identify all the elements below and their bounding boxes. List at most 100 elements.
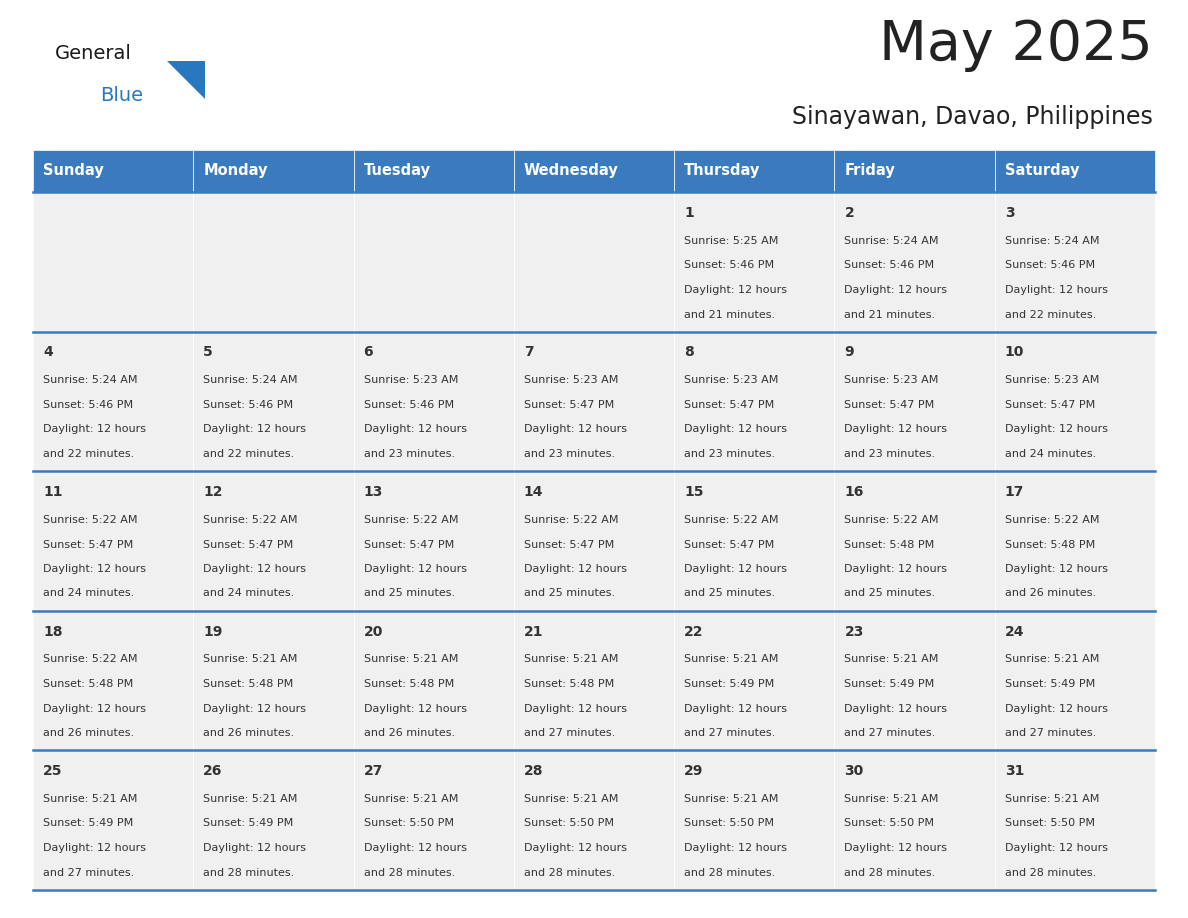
Text: Daylight: 12 hours: Daylight: 12 hours (845, 285, 947, 295)
Text: Daylight: 12 hours: Daylight: 12 hours (684, 424, 788, 434)
Text: and 25 minutes.: and 25 minutes. (845, 588, 936, 599)
Bar (834, 610, 994, 750)
Bar (834, 150, 994, 192)
Text: 23: 23 (845, 624, 864, 639)
Bar (994, 192, 1155, 331)
Text: 27: 27 (364, 764, 383, 778)
Text: Sunset: 5:46 PM: Sunset: 5:46 PM (43, 400, 133, 410)
Bar (834, 331, 994, 471)
Text: Sunset: 5:46 PM: Sunset: 5:46 PM (364, 400, 454, 410)
Text: Sunrise: 5:21 AM: Sunrise: 5:21 AM (1005, 794, 1099, 804)
Text: General: General (55, 44, 132, 63)
Text: Daylight: 12 hours: Daylight: 12 hours (43, 424, 146, 434)
Text: Tuesday: Tuesday (364, 163, 430, 178)
Text: Sunrise: 5:23 AM: Sunrise: 5:23 AM (524, 375, 618, 386)
Text: 17: 17 (1005, 485, 1024, 499)
Text: and 27 minutes.: and 27 minutes. (684, 728, 776, 738)
Text: Sunrise: 5:21 AM: Sunrise: 5:21 AM (684, 794, 778, 804)
Text: Sunset: 5:47 PM: Sunset: 5:47 PM (1005, 400, 1095, 410)
Text: Sunset: 5:46 PM: Sunset: 5:46 PM (1005, 261, 1095, 271)
Bar (194, 331, 354, 471)
Text: and 22 minutes.: and 22 minutes. (43, 449, 134, 459)
Text: Sunrise: 5:22 AM: Sunrise: 5:22 AM (43, 515, 138, 525)
Text: Daylight: 12 hours: Daylight: 12 hours (524, 703, 627, 713)
Text: 11: 11 (43, 485, 63, 499)
Bar (33, 150, 194, 192)
Text: Sunrise: 5:23 AM: Sunrise: 5:23 AM (1005, 375, 1099, 386)
Text: Daylight: 12 hours: Daylight: 12 hours (524, 424, 627, 434)
Text: Sunrise: 5:24 AM: Sunrise: 5:24 AM (203, 375, 298, 386)
Text: 10: 10 (1005, 345, 1024, 360)
Bar (994, 750, 1155, 890)
Bar (834, 471, 994, 610)
Text: Sunset: 5:47 PM: Sunset: 5:47 PM (845, 400, 935, 410)
Text: Sunset: 5:49 PM: Sunset: 5:49 PM (845, 679, 935, 689)
Bar (194, 150, 354, 192)
Text: and 27 minutes.: and 27 minutes. (1005, 728, 1097, 738)
Text: Daylight: 12 hours: Daylight: 12 hours (1005, 564, 1107, 574)
Bar (514, 471, 674, 610)
Text: Saturday: Saturday (1005, 163, 1079, 178)
Text: Sunrise: 5:21 AM: Sunrise: 5:21 AM (43, 794, 138, 804)
Text: 14: 14 (524, 485, 543, 499)
Text: Sunrise: 5:22 AM: Sunrise: 5:22 AM (364, 515, 459, 525)
Text: Sunrise: 5:21 AM: Sunrise: 5:21 AM (845, 655, 939, 665)
Text: Sunrise: 5:22 AM: Sunrise: 5:22 AM (684, 515, 778, 525)
Text: Sunset: 5:47 PM: Sunset: 5:47 PM (524, 540, 614, 550)
Text: and 25 minutes.: and 25 minutes. (684, 588, 776, 599)
Bar (354, 471, 514, 610)
Text: Daylight: 12 hours: Daylight: 12 hours (524, 843, 627, 853)
Text: and 27 minutes.: and 27 minutes. (43, 868, 134, 878)
Text: Sunrise: 5:23 AM: Sunrise: 5:23 AM (364, 375, 457, 386)
Text: Sunset: 5:49 PM: Sunset: 5:49 PM (684, 679, 775, 689)
Text: and 27 minutes.: and 27 minutes. (524, 728, 615, 738)
Text: and 24 minutes.: and 24 minutes. (203, 588, 295, 599)
Text: and 25 minutes.: and 25 minutes. (364, 588, 455, 599)
Text: Sunset: 5:48 PM: Sunset: 5:48 PM (203, 679, 293, 689)
Text: and 23 minutes.: and 23 minutes. (684, 449, 776, 459)
Text: Sunrise: 5:21 AM: Sunrise: 5:21 AM (1005, 655, 1099, 665)
Text: and 26 minutes.: and 26 minutes. (1005, 588, 1095, 599)
Text: Daylight: 12 hours: Daylight: 12 hours (684, 564, 788, 574)
Text: and 28 minutes.: and 28 minutes. (203, 868, 295, 878)
Bar (354, 192, 514, 331)
Text: Sunrise: 5:21 AM: Sunrise: 5:21 AM (203, 655, 298, 665)
Text: and 28 minutes.: and 28 minutes. (845, 868, 936, 878)
Text: Monday: Monday (203, 163, 267, 178)
Text: Daylight: 12 hours: Daylight: 12 hours (684, 843, 788, 853)
Text: Daylight: 12 hours: Daylight: 12 hours (203, 424, 307, 434)
Text: Sunrise: 5:21 AM: Sunrise: 5:21 AM (845, 794, 939, 804)
Bar (33, 192, 194, 331)
Text: Sunrise: 5:23 AM: Sunrise: 5:23 AM (845, 375, 939, 386)
Text: Sunrise: 5:21 AM: Sunrise: 5:21 AM (524, 655, 618, 665)
Text: Sunset: 5:47 PM: Sunset: 5:47 PM (43, 540, 133, 550)
Bar (674, 471, 834, 610)
Text: and 28 minutes.: and 28 minutes. (364, 868, 455, 878)
Text: Sunset: 5:46 PM: Sunset: 5:46 PM (845, 261, 935, 271)
Text: Sunday: Sunday (43, 163, 103, 178)
Bar (194, 610, 354, 750)
Bar (194, 471, 354, 610)
Text: Daylight: 12 hours: Daylight: 12 hours (684, 285, 788, 295)
Text: Sunrise: 5:23 AM: Sunrise: 5:23 AM (684, 375, 778, 386)
Text: Daylight: 12 hours: Daylight: 12 hours (845, 843, 947, 853)
Bar (674, 331, 834, 471)
Text: Sunrise: 5:21 AM: Sunrise: 5:21 AM (684, 655, 778, 665)
Text: 15: 15 (684, 485, 703, 499)
Text: Daylight: 12 hours: Daylight: 12 hours (1005, 703, 1107, 713)
Text: Sunset: 5:49 PM: Sunset: 5:49 PM (203, 819, 293, 829)
Text: Blue: Blue (100, 86, 143, 105)
Text: Daylight: 12 hours: Daylight: 12 hours (1005, 843, 1107, 853)
Bar (33, 750, 194, 890)
Text: 25: 25 (43, 764, 63, 778)
Text: Daylight: 12 hours: Daylight: 12 hours (203, 843, 307, 853)
Text: Sunrise: 5:22 AM: Sunrise: 5:22 AM (1005, 515, 1099, 525)
Text: Daylight: 12 hours: Daylight: 12 hours (1005, 285, 1107, 295)
Text: Daylight: 12 hours: Daylight: 12 hours (203, 564, 307, 574)
Text: 16: 16 (845, 485, 864, 499)
Text: Daylight: 12 hours: Daylight: 12 hours (845, 703, 947, 713)
Bar (994, 471, 1155, 610)
Text: 19: 19 (203, 624, 222, 639)
Bar (354, 610, 514, 750)
Text: 12: 12 (203, 485, 223, 499)
